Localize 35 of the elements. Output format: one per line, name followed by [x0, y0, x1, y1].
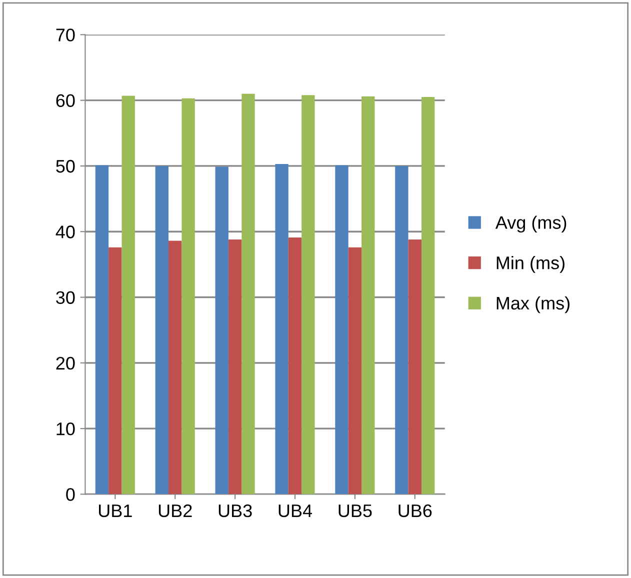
y-tick-label: 0 [66, 488, 75, 501]
bar [302, 95, 315, 494]
bar [362, 96, 375, 494]
x-tick-label: UB1 [98, 504, 132, 518]
bar [155, 166, 169, 494]
x-tick-label: UB4 [278, 504, 312, 518]
legend-label: Avg (ms) [495, 216, 566, 233]
x-tick-label: UB2 [158, 504, 192, 518]
bar [288, 238, 302, 494]
bar [421, 97, 435, 494]
bar [242, 94, 255, 494]
y-tick-label: 70 [56, 28, 75, 42]
legend-label: Max (ms) [496, 296, 570, 314]
legend-label: Min (ms) [496, 256, 564, 273]
bar [215, 166, 228, 494]
bar [108, 247, 122, 494]
bar [348, 247, 362, 494]
y-tick-label: 40 [56, 226, 75, 238]
bar [122, 96, 135, 494]
x-tick-label: UB3 [218, 504, 252, 518]
bar [182, 98, 195, 494]
x-tick-label: UB6 [398, 504, 432, 518]
y-tick-label: 20 [56, 356, 75, 370]
x-tick-label: UB5 [338, 504, 372, 518]
bar [168, 240, 182, 494]
y-tick-label: 30 [56, 291, 75, 304]
bar [275, 164, 288, 494]
bar [95, 165, 109, 494]
y-tick-label: 10 [56, 422, 75, 436]
bar [335, 165, 348, 494]
y-tick-label: 60 [56, 94, 75, 108]
bar [228, 239, 242, 494]
y-tick-label: 50 [56, 160, 75, 173]
bar [395, 166, 408, 494]
bar [408, 239, 422, 494]
